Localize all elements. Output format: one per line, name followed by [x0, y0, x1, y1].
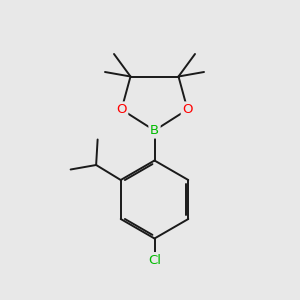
Text: O: O: [116, 103, 127, 116]
Text: B: B: [150, 124, 159, 137]
Text: O: O: [182, 103, 193, 116]
Text: Cl: Cl: [148, 254, 161, 267]
